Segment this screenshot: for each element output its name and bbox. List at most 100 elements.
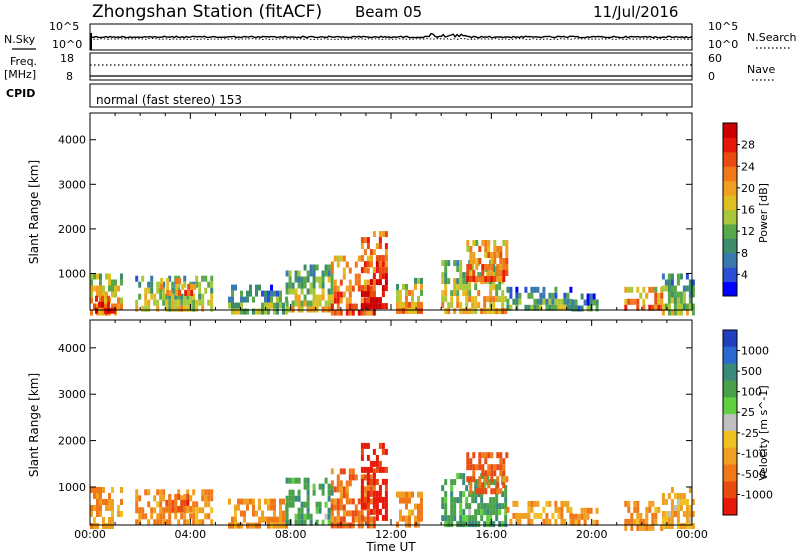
power-cell [348, 297, 352, 304]
velocity-cell [551, 512, 555, 519]
power-cell [369, 255, 373, 262]
power-cell [468, 272, 472, 279]
velocity-cell [330, 489, 334, 496]
power-cell [294, 288, 298, 295]
velocity-cell [489, 509, 493, 516]
velocity-cell [557, 512, 561, 519]
power-cell [372, 285, 376, 292]
power-cell [291, 282, 295, 289]
freq-tick-high: 18 [60, 52, 74, 65]
velocity-cell [363, 466, 367, 473]
power-cell [333, 297, 337, 304]
power-cell [486, 296, 490, 303]
velocity-cell [459, 509, 463, 516]
power-cell [484, 240, 488, 246]
cpid-text: normal (fast stereo) 153 [96, 93, 242, 107]
power-cell [166, 283, 170, 290]
power-cell [396, 283, 399, 290]
time-tick-label: 20:00 [576, 528, 608, 541]
power-cell [96, 291, 99, 298]
velocity-cell [408, 497, 411, 504]
power-cell [303, 300, 307, 307]
power-cell [306, 270, 310, 277]
velocity-cell [105, 499, 108, 505]
power-cell [542, 286, 546, 293]
velocity-cell [255, 522, 258, 529]
velocity-cell [571, 519, 575, 526]
power-cell [456, 296, 460, 303]
velocity-cell [210, 507, 214, 514]
power-ytick-label: 3000 [58, 178, 86, 191]
power-cell [527, 304, 531, 311]
velocity-cell [682, 499, 686, 505]
velocity-cell [673, 493, 677, 499]
power-cell [192, 299, 196, 306]
power-cell [624, 304, 628, 311]
velocity-cell [487, 464, 491, 471]
power-cell [381, 285, 385, 292]
velocity-cell [657, 506, 661, 513]
power-cell [420, 283, 423, 290]
power-cell [312, 270, 316, 277]
velocity-cell [330, 468, 334, 475]
velocity-cell [324, 501, 328, 508]
power-cell [557, 304, 561, 311]
velocity-cell [378, 508, 382, 515]
velocity-cell [207, 489, 211, 496]
velocity-cell [691, 511, 695, 517]
power-cell [670, 285, 674, 292]
velocity-cell [330, 498, 334, 505]
power-colorbar-tick-label: 12 [741, 225, 755, 238]
power-cell [174, 299, 178, 306]
velocity-cell [504, 521, 508, 528]
power-cell [691, 309, 695, 316]
velocity-cell [670, 511, 674, 517]
velocity-colorbar-tick-label: -1000 [741, 488, 773, 501]
velocity-cell [375, 490, 379, 497]
power-cell [366, 291, 370, 298]
power-cell [276, 290, 279, 297]
velocity-cell [624, 518, 628, 525]
velocity-cell [527, 500, 531, 507]
velocity-cell [504, 491, 508, 498]
power-cell [327, 270, 331, 277]
power-cell [384, 255, 388, 262]
power-cell [492, 266, 496, 273]
velocity-cell [306, 513, 310, 520]
velocity-cell [577, 519, 581, 526]
power-cell [441, 272, 445, 279]
power-cell [297, 282, 301, 289]
velocity-cell [210, 489, 214, 496]
velocity-cell [327, 519, 331, 526]
velocity-cell [506, 506, 510, 513]
velocity-cell [354, 510, 358, 517]
velocity-cell [324, 513, 328, 520]
power-cell [501, 290, 505, 297]
power-cell [312, 276, 316, 283]
power-cell [378, 231, 382, 238]
velocity-cell [408, 491, 411, 498]
velocity-cell [282, 516, 285, 523]
power-cell [90, 309, 93, 316]
velocity-cell [554, 518, 558, 525]
velocity-cell [509, 518, 513, 525]
velocity-cell [165, 499, 169, 506]
velocity-cell [93, 505, 96, 511]
power-cell [90, 291, 93, 298]
power-cell [676, 273, 680, 280]
velocity-cell [360, 442, 364, 449]
velocity-cell [360, 448, 364, 455]
power-cell [366, 267, 370, 274]
power-cell [102, 309, 105, 316]
power-cell [378, 303, 382, 310]
power-cell [495, 296, 499, 303]
velocity-cell [159, 513, 163, 520]
velocity-cell [484, 488, 488, 495]
velocity-cell [492, 479, 496, 486]
power-cell [276, 302, 279, 309]
velocity-cell [177, 519, 181, 526]
velocity-cell [478, 476, 482, 483]
velocity-cell [333, 504, 337, 511]
velocity-cell [563, 500, 567, 507]
velocity-cell [279, 516, 282, 523]
